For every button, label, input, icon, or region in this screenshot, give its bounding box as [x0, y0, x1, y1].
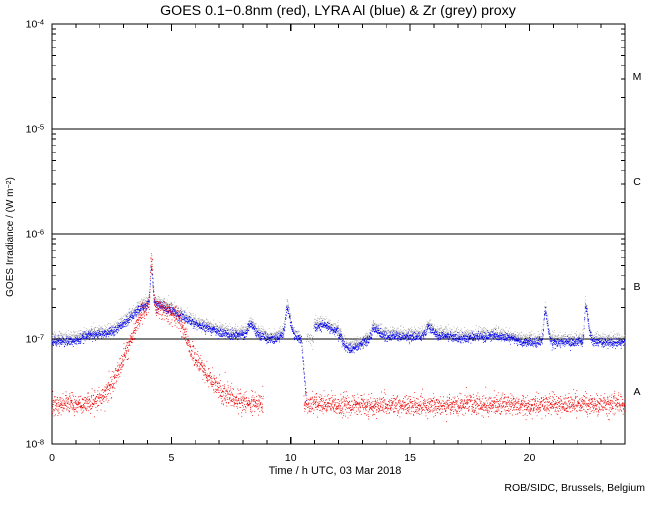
svg-text:5: 5	[168, 452, 174, 464]
svg-text:20: 20	[524, 452, 536, 464]
svg-text:0: 0	[49, 452, 55, 464]
svg-text:ROB/SIDC, Brussels, Belgium: ROB/SIDC, Brussels, Belgium	[504, 482, 645, 494]
svg-text:M: M	[633, 71, 642, 83]
svg-text:10: 10	[285, 452, 297, 464]
svg-text:A: A	[633, 386, 640, 398]
svg-text:B: B	[633, 281, 640, 293]
svg-text:15: 15	[404, 452, 416, 464]
svg-text:Time / h UTC, 03 Mar 2018: Time / h UTC, 03 Mar 2018	[269, 465, 402, 477]
svg-text:GOES 0.1−0.8nm (red), LYRA Al: GOES 0.1−0.8nm (red), LYRA Al (blue) & Z…	[160, 3, 517, 19]
svg-text:C: C	[633, 176, 641, 188]
svg-text:GOES Irradiance / (W m−2): GOES Irradiance / (W m−2)	[5, 177, 16, 297]
